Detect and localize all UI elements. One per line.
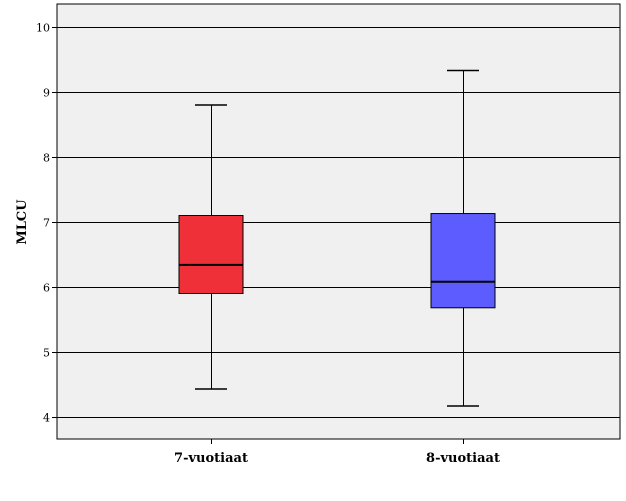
iqr-box	[430, 213, 496, 309]
y-axis-title: MLCU	[15, 199, 30, 245]
y-tick-label: 10	[36, 22, 50, 35]
y-tick-label: 6	[43, 282, 50, 295]
y-tick-label: 5	[43, 347, 50, 360]
boxes	[178, 69, 496, 407]
gridlines	[57, 27, 620, 418]
x-category-label: 8-vuotiaat	[426, 451, 500, 466]
y-tick-label: 8	[43, 152, 50, 165]
box-7-vuotiaat	[178, 104, 244, 390]
y-tick-label: 7	[43, 217, 50, 230]
plot-area	[56, 3, 621, 440]
x-category-label: 7-vuotiaat	[174, 451, 248, 466]
box-8-vuotiaat	[430, 69, 496, 407]
y-tick-label: 9	[43, 87, 50, 100]
y-tick-label: 4	[43, 412, 50, 425]
y-axis-ticks: 4 5 6 7 8 9 10	[36, 22, 57, 425]
x-axis-labels: 7-vuotiaat 8-vuotiaat	[174, 439, 500, 466]
iqr-box	[178, 215, 244, 294]
